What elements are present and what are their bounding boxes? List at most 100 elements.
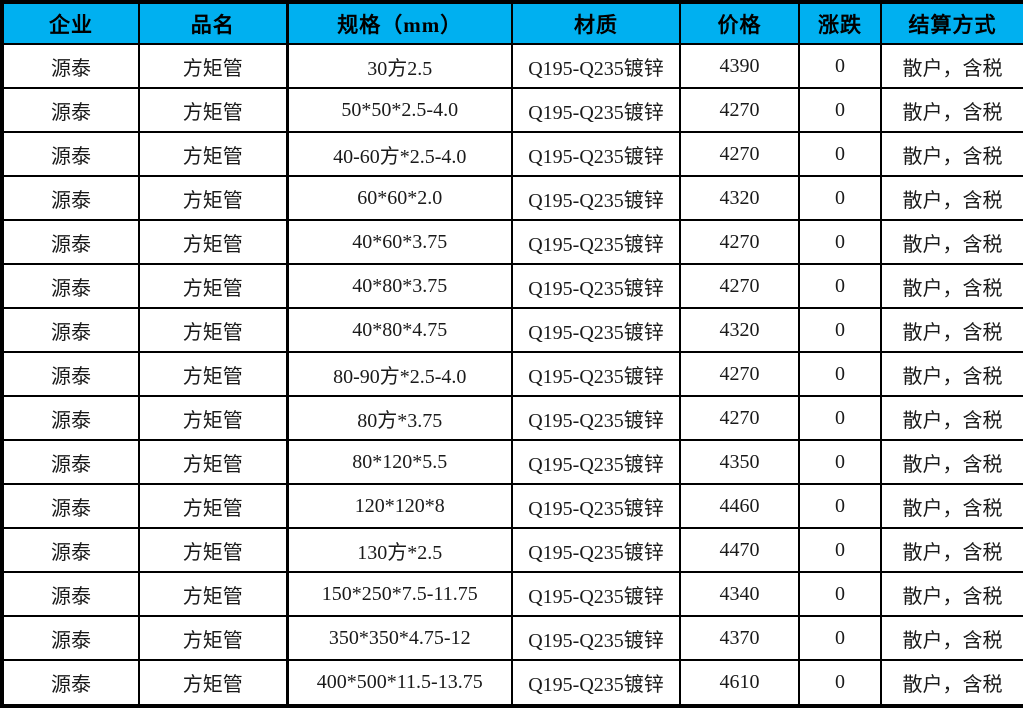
cell-product: 方矩管: [138, 219, 288, 266]
cell-company: 源泰: [1, 307, 140, 354]
cell-company: 源泰: [1, 571, 140, 618]
cell-settlement: 散户，含税: [880, 263, 1023, 310]
table-row: 源泰 方矩管 40*60*3.75 Q195-Q235镀锌 4270 0 散户，…: [1, 219, 1023, 266]
cell-spec: 150*250*7.5-11.75: [286, 571, 513, 618]
cell-change: 0: [798, 87, 882, 134]
cell-settlement: 散户，含税: [880, 483, 1023, 530]
header-row: 企业 品名 规格（mm） 材质 价格 涨跌 结算方式: [1, 1, 1023, 45]
cell-material: Q195-Q235镀锌: [511, 571, 681, 618]
cell-spec: 40*80*4.75: [286, 307, 513, 354]
cell-change: 0: [798, 395, 882, 442]
col-header-spec: 规格（mm）: [286, 1, 513, 45]
cell-price: 4270: [679, 131, 800, 178]
cell-settlement: 散户，含税: [880, 175, 1023, 222]
cell-company: 源泰: [1, 87, 140, 134]
cell-settlement: 散户，含税: [880, 307, 1023, 354]
cell-spec: 400*500*11.5-13.75: [286, 659, 513, 707]
cell-company: 源泰: [1, 42, 140, 90]
cell-price: 4270: [679, 395, 800, 442]
cell-change: 0: [798, 175, 882, 222]
cell-settlement: 散户，含税: [880, 439, 1023, 486]
cell-material: Q195-Q235镀锌: [511, 395, 681, 442]
cell-product: 方矩管: [138, 263, 288, 310]
cell-material: Q195-Q235镀锌: [511, 615, 681, 662]
col-header-settlement: 结算方式: [880, 1, 1023, 45]
cell-change: 0: [798, 571, 882, 618]
cell-change: 0: [798, 219, 882, 266]
col-header-material: 材质: [511, 1, 681, 45]
cell-material: Q195-Q235镀锌: [511, 307, 681, 354]
table-row: 源泰 方矩管 150*250*7.5-11.75 Q195-Q235镀锌 434…: [1, 571, 1023, 618]
cell-spec: 50*50*2.5-4.0: [286, 87, 513, 134]
cell-spec: 60*60*2.0: [286, 175, 513, 222]
cell-spec: 40*60*3.75: [286, 219, 513, 266]
cell-spec: 120*120*8: [286, 483, 513, 530]
cell-settlement: 散户，含税: [880, 395, 1023, 442]
table-row: 源泰 方矩管 80-90方*2.5-4.0 Q195-Q235镀锌 4270 0…: [1, 351, 1023, 398]
table-body: 源泰 方矩管 30方2.5 Q195-Q235镀锌 4390 0 散户，含税 源…: [1, 42, 1023, 707]
cell-spec: 130方*2.5: [286, 527, 513, 574]
cell-material: Q195-Q235镀锌: [511, 42, 681, 90]
cell-company: 源泰: [1, 439, 140, 486]
cell-material: Q195-Q235镀锌: [511, 351, 681, 398]
col-header-change: 涨跌: [798, 1, 882, 45]
cell-product: 方矩管: [138, 527, 288, 574]
cell-settlement: 散户，含税: [880, 87, 1023, 134]
cell-company: 源泰: [1, 659, 140, 707]
table-row: 源泰 方矩管 130方*2.5 Q195-Q235镀锌 4470 0 散户，含税: [1, 527, 1023, 574]
cell-company: 源泰: [1, 527, 140, 574]
cell-settlement: 散户，含税: [880, 527, 1023, 574]
table-header: 企业 品名 规格（mm） 材质 价格 涨跌 结算方式: [1, 1, 1023, 45]
cell-price: 4390: [679, 42, 800, 90]
cell-settlement: 散户，含税: [880, 351, 1023, 398]
cell-material: Q195-Q235镀锌: [511, 483, 681, 530]
table-row: 源泰 方矩管 60*60*2.0 Q195-Q235镀锌 4320 0 散户，含…: [1, 175, 1023, 222]
cell-spec: 40*80*3.75: [286, 263, 513, 310]
table-row: 源泰 方矩管 40*80*4.75 Q195-Q235镀锌 4320 0 散户，…: [1, 307, 1023, 354]
cell-material: Q195-Q235镀锌: [511, 219, 681, 266]
cell-price: 4350: [679, 439, 800, 486]
cell-change: 0: [798, 131, 882, 178]
cell-price: 4470: [679, 527, 800, 574]
cell-product: 方矩管: [138, 483, 288, 530]
col-header-price: 价格: [679, 1, 800, 45]
cell-settlement: 散户，含税: [880, 219, 1023, 266]
cell-product: 方矩管: [138, 307, 288, 354]
cell-product: 方矩管: [138, 42, 288, 90]
cell-change: 0: [798, 263, 882, 310]
cell-change: 0: [798, 307, 882, 354]
cell-product: 方矩管: [138, 571, 288, 618]
cell-spec: 30方2.5: [286, 42, 513, 90]
table-row: 源泰 方矩管 400*500*11.5-13.75 Q195-Q235镀锌 46…: [1, 659, 1023, 707]
cell-company: 源泰: [1, 483, 140, 530]
cell-settlement: 散户，含税: [880, 659, 1023, 707]
table-row: 源泰 方矩管 350*350*4.75-12 Q195-Q235镀锌 4370 …: [1, 615, 1023, 662]
cell-material: Q195-Q235镀锌: [511, 131, 681, 178]
table-row: 源泰 方矩管 40-60方*2.5-4.0 Q195-Q235镀锌 4270 0…: [1, 131, 1023, 178]
cell-material: Q195-Q235镀锌: [511, 439, 681, 486]
cell-material: Q195-Q235镀锌: [511, 659, 681, 707]
table-row: 源泰 方矩管 40*80*3.75 Q195-Q235镀锌 4270 0 散户，…: [1, 263, 1023, 310]
cell-spec: 80*120*5.5: [286, 439, 513, 486]
cell-change: 0: [798, 483, 882, 530]
cell-company: 源泰: [1, 175, 140, 222]
col-header-company: 企业: [1, 1, 140, 45]
cell-change: 0: [798, 659, 882, 707]
cell-change: 0: [798, 351, 882, 398]
cell-price: 4370: [679, 615, 800, 662]
cell-product: 方矩管: [138, 87, 288, 134]
cell-price: 4320: [679, 175, 800, 222]
cell-settlement: 散户，含税: [880, 571, 1023, 618]
cell-product: 方矩管: [138, 175, 288, 222]
col-header-product: 品名: [138, 1, 288, 45]
cell-price: 4270: [679, 219, 800, 266]
table-row: 源泰 方矩管 50*50*2.5-4.0 Q195-Q235镀锌 4270 0 …: [1, 87, 1023, 134]
cell-company: 源泰: [1, 395, 140, 442]
cell-price: 4460: [679, 483, 800, 530]
cell-change: 0: [798, 527, 882, 574]
cell-price: 4320: [679, 307, 800, 354]
table-row: 源泰 方矩管 120*120*8 Q195-Q235镀锌 4460 0 散户，含…: [1, 483, 1023, 530]
cell-product: 方矩管: [138, 659, 288, 707]
cell-price: 4270: [679, 87, 800, 134]
